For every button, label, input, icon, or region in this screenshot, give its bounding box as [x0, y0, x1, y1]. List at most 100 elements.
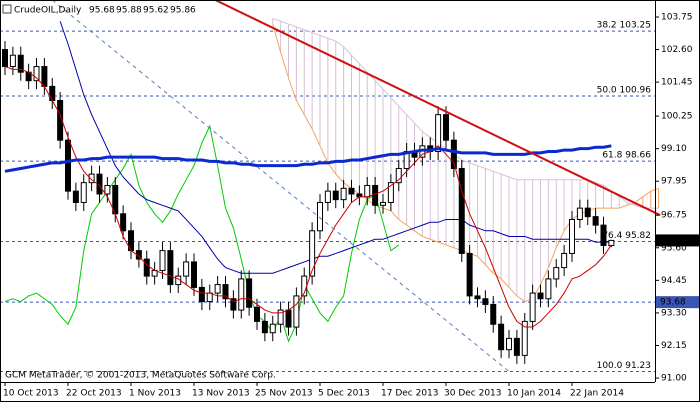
candle-body — [466, 252, 473, 297]
candle-body — [443, 114, 449, 141]
candle-body — [584, 207, 591, 218]
candle-body — [592, 216, 599, 226]
fib-label: 76.4 95.82 — [602, 231, 651, 241]
candle-body — [506, 337, 512, 351]
trend-line — [51, 0, 510, 372]
candle-body — [167, 250, 174, 286]
fib-label: 100.0 91.23 — [597, 361, 651, 371]
candle-body — [490, 303, 497, 325]
candle-body — [9, 54, 16, 68]
candle-body — [576, 207, 583, 220]
candle-body — [324, 190, 331, 203]
y-tick-label: 95.60 — [661, 243, 687, 253]
candle-body — [222, 284, 229, 300]
y-tick-label: 92.15 — [661, 341, 687, 351]
y-tick-label: 102.60 — [661, 45, 693, 55]
candle-body — [198, 286, 205, 303]
x-tick-label: 17 Dec 2013 — [381, 389, 439, 399]
candle-body — [545, 278, 552, 300]
candle-body — [521, 320, 528, 356]
candle-body — [608, 239, 615, 247]
header-open: 95.68 — [89, 6, 115, 16]
candle-body — [2, 49, 8, 68]
candle-body — [214, 284, 221, 294]
header-close: 95.86 — [170, 6, 196, 16]
x-tick-label: 22 Jan 2014 — [570, 389, 624, 399]
x-tick-label: 1 Nov 2013 — [129, 389, 181, 399]
fib-label: 61.8 98.66 — [602, 151, 651, 161]
candle-body — [600, 224, 607, 247]
candle-body — [17, 54, 24, 73]
candle-body — [293, 295, 300, 328]
price-box-label: 93.68 — [660, 298, 686, 308]
candle-body — [348, 187, 355, 195]
fib-label: 50.0 100.96 — [597, 85, 652, 95]
y-tick-label: 94.45 — [661, 276, 687, 286]
y-tick-label: 97.95 — [661, 177, 687, 187]
candle-body — [206, 292, 213, 303]
x-tick-label: 30 Dec 2013 — [444, 389, 502, 399]
candle-body — [80, 182, 87, 203]
x-tick-label: 10 Oct 2013 — [3, 389, 59, 399]
candle-body — [482, 298, 489, 305]
candle-body — [569, 218, 575, 254]
candle-body — [340, 187, 347, 201]
price-box — [656, 296, 699, 309]
candle-body — [33, 66, 40, 82]
candle-body — [277, 309, 284, 325]
candle-body — [561, 252, 568, 269]
candle-body — [143, 258, 150, 277]
candle-body — [269, 323, 276, 334]
candle-body — [261, 320, 268, 334]
candle-body — [395, 167, 402, 184]
candle-body — [104, 184, 111, 195]
indicator-line — [4, 66, 612, 328]
watermark: GCM MetaTrader, © 2001-2013, MetaQuotes … — [5, 371, 276, 381]
header: CrudeOIL,Daily 95.68 95.88 95.62 95.86 — [2, 4, 196, 16]
trend-line — [214, 0, 661, 217]
x-tick-label: 25 Nov 2013 — [255, 389, 313, 399]
x-tick-label: 10 Jan 2014 — [507, 389, 561, 399]
candle-body — [372, 184, 379, 206]
candle-body — [41, 66, 48, 87]
y-tick-label: 99.10 — [661, 144, 687, 154]
candle-body — [513, 337, 520, 356]
cloud-span-a — [272, 23, 659, 303]
candle-body — [238, 278, 245, 311]
indicator-line — [59, 21, 612, 274]
candle-body — [309, 230, 316, 277]
x-tick-label: 13 Nov 2013 — [192, 389, 250, 399]
candle-body — [159, 250, 166, 271]
y-tick-label: 91.00 — [661, 374, 687, 384]
candle-body — [88, 173, 95, 184]
candle-body — [317, 201, 323, 232]
candle-body — [254, 306, 260, 322]
y-tick-label: 101.45 — [661, 78, 693, 88]
cloud-span-b — [272, 17, 659, 209]
candle-body — [364, 184, 371, 198]
candle-body — [529, 292, 536, 322]
candle-body — [450, 139, 457, 169]
plot-layer: 38.2 103.25 50.0 100.96 61.8 98.66 76.4 95.… — [0, 0, 661, 373]
candle-body — [498, 323, 505, 351]
candle-body — [230, 298, 237, 311]
y-tick-label: 96.75 — [661, 211, 687, 221]
current-price-box — [656, 234, 699, 247]
candle-body — [458, 167, 465, 254]
candle-body — [285, 309, 292, 328]
candle-body — [191, 261, 197, 288]
candle-body — [65, 139, 71, 192]
indicator-line — [4, 144, 612, 173]
header-high: 95.88 — [116, 6, 142, 16]
header-low: 95.62 — [143, 6, 169, 16]
candle-body — [183, 261, 190, 277]
x-tick-label: 5 Dec 2013 — [318, 389, 370, 399]
indicator-line — [4, 124, 400, 343]
y-tick-label: 103.75 — [661, 12, 693, 22]
symbol-title: CrudeOIL,Daily — [14, 6, 82, 16]
y-tick-label: 100.25 — [661, 112, 693, 122]
candle-body — [435, 114, 442, 152]
header-icon — [2, 4, 12, 14]
